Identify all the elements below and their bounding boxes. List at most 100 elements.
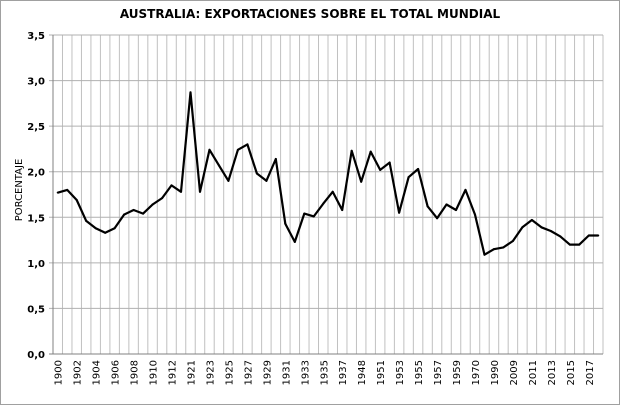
data-point-1924: [217, 164, 220, 167]
data-point-1954: [407, 176, 410, 179]
data-point-1928: [255, 172, 258, 175]
y-axis-label: PORCENTAJE: [14, 159, 25, 222]
data-point-1951: [379, 168, 382, 171]
data-point-1905: [104, 231, 107, 234]
data-point-2018: [597, 234, 600, 237]
y-tick-label: 2,5: [27, 122, 45, 133]
x-tick-label: 2009: [509, 360, 520, 385]
series-line: [56, 91, 600, 256]
x-tick-label: 1970: [471, 360, 482, 385]
data-point-2016: [578, 243, 581, 246]
x-tick-label: 1925: [224, 360, 235, 385]
data-point-2014: [559, 235, 562, 238]
data-point-1936: [331, 190, 334, 193]
data-point-1957: [436, 217, 439, 220]
data-point-1906: [113, 227, 116, 230]
data-point-1938: [350, 149, 353, 152]
data-point-1910: [151, 203, 154, 206]
x-tick-label: 1906: [111, 360, 122, 385]
data-line: [57, 91, 599, 256]
x-tick-label: 1959: [452, 360, 463, 385]
data-point-1902: [75, 198, 78, 201]
x-tick-label: 1927: [243, 360, 254, 385]
data-point-1929: [265, 179, 268, 182]
data-point-1923: [208, 148, 211, 151]
data-point-1980: [483, 253, 486, 256]
y-tick-label: 1,5: [27, 213, 45, 224]
x-tick-label: 1908: [130, 360, 141, 385]
x-tick-label: 1990: [490, 360, 501, 385]
data-point-2013: [549, 229, 552, 232]
y-tick-label: 3,0: [27, 77, 45, 88]
x-tick-label: 1937: [338, 360, 349, 385]
data-point-1958: [445, 203, 448, 206]
data-point-2011: [530, 219, 533, 222]
x-tick-label: 1900: [54, 360, 65, 385]
data-point-1901: [66, 188, 69, 191]
data-point-1959: [455, 208, 458, 211]
data-point-1907: [123, 213, 126, 216]
data-point-1926: [236, 148, 239, 151]
x-tick-label: 2015: [566, 360, 577, 385]
data-point-2000: [502, 246, 505, 249]
data-point-1956: [426, 205, 429, 208]
x-tick-label: 2017: [585, 360, 596, 385]
data-point-1921: [189, 91, 192, 94]
data-point-1925: [227, 179, 230, 182]
data-point-1909: [142, 212, 145, 215]
data-point-1911: [161, 197, 164, 200]
data-point-1912: [170, 184, 173, 187]
gridlines: [49, 34, 604, 355]
data-point-1950: [369, 150, 372, 153]
y-axis-ticks: 0,0 0,5 1,0 1,5 2,0 2,5 3,0 3,5: [27, 31, 45, 361]
data-point-1927: [246, 143, 249, 146]
data-point-2012: [540, 226, 543, 229]
x-tick-label: 1912: [168, 360, 179, 385]
x-tick-label: 2013: [547, 360, 558, 385]
x-tick-label: 1902: [73, 360, 84, 385]
data-point-2015: [568, 243, 571, 246]
data-point-1913: [180, 190, 183, 193]
data-point-1933: [303, 212, 306, 215]
x-tick-label: 1933: [300, 360, 311, 385]
y-tick-label: 0,0: [27, 350, 45, 361]
data-point-2017: [587, 234, 590, 237]
x-tick-label: 1921: [187, 360, 198, 385]
data-point-1990: [492, 248, 495, 251]
x-tick-label: 1957: [433, 360, 444, 385]
x-tick-label: 1953: [395, 360, 406, 385]
x-tick-label: 1929: [262, 360, 273, 385]
x-tick-label: 1955: [414, 360, 425, 385]
data-point-1952: [388, 161, 391, 164]
data-point-1934: [312, 215, 315, 218]
data-point-1922: [198, 190, 201, 193]
x-tick-label: 1910: [149, 360, 160, 385]
data-point-1960: [464, 188, 467, 191]
data-point-2009: [511, 239, 514, 242]
data-point-1953: [398, 211, 401, 214]
data-point-1904: [94, 227, 97, 230]
x-tick-label: 1923: [205, 360, 216, 385]
data-point-1937: [341, 208, 344, 211]
y-tick-label: 2,0: [27, 168, 45, 179]
y-tick-label: 0,5: [27, 304, 45, 315]
x-tick-label: 2011: [528, 360, 539, 385]
x-axis-ticks: 1900 1902 1904 1906 1908 1910 1912 1921 1923 1925…: [54, 360, 596, 385]
x-tick-label: 1904: [92, 360, 103, 385]
data-point-1948: [360, 180, 363, 183]
y-tick-label: 1,0: [27, 259, 45, 270]
x-tick-label: 1931: [281, 360, 292, 385]
data-point-1932: [293, 240, 296, 243]
data-point-1900: [56, 191, 59, 194]
x-tick-label: 1948: [357, 360, 368, 385]
y-tick-label: 3,5: [27, 31, 45, 42]
data-point-1903: [85, 219, 88, 222]
data-point-1935: [322, 202, 325, 205]
data-point-1955: [417, 167, 420, 170]
data-point-2010: [521, 226, 524, 229]
data-point-1930: [274, 157, 277, 160]
chart-title: AUSTRALIA: EXPORTACIONES SOBRE EL TOTAL …: [119, 7, 501, 21]
data-point-1931: [284, 222, 287, 225]
x-tick-label: 1935: [319, 360, 330, 385]
